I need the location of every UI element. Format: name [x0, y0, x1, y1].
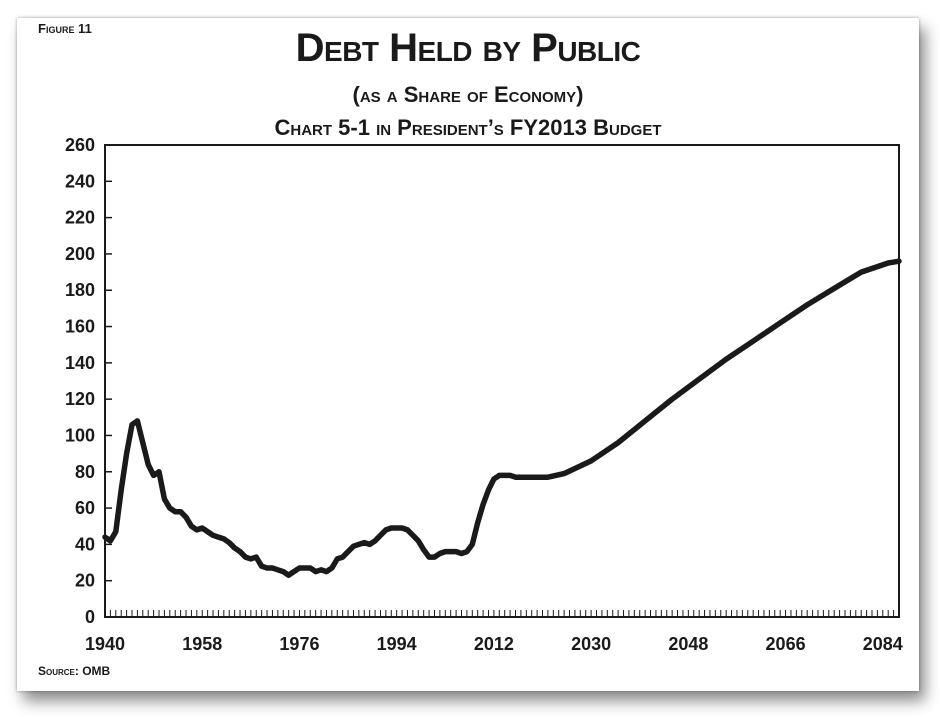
y-tick-label: 180: [65, 280, 95, 300]
y-tick-label: 20: [75, 571, 95, 591]
x-tick-label: 2048: [668, 634, 708, 654]
y-tick-label: 40: [75, 534, 95, 554]
y-tick-label: 220: [65, 208, 95, 228]
chart-subtitle: (as a Share of Economy): [352, 82, 584, 107]
x-tick-label: 2084: [863, 634, 903, 654]
y-tick-label: 120: [65, 389, 95, 409]
source-note: Source: OMB: [38, 664, 111, 678]
chart-subtitle-2: Chart 5-1 in President’s FY2013 Budget: [274, 115, 662, 140]
x-tick-label: 1958: [182, 634, 222, 654]
y-tick-label: 100: [65, 425, 95, 445]
chart-card: Figure 11 Debt Held by Public (as a Shar…: [17, 18, 919, 691]
plot-frame: [104, 144, 900, 618]
series-line: [102, 258, 902, 578]
x-tick-label: 1994: [377, 634, 417, 654]
figure-label: Figure 11: [38, 21, 92, 36]
x-tick-label: 1940: [85, 634, 125, 654]
y-tick-label: 200: [65, 244, 95, 264]
y-tick-label: 0: [85, 607, 95, 627]
x-tick-label: 1976: [279, 634, 319, 654]
x-tick-label: 2066: [766, 634, 806, 654]
x-tick-label: 2030: [571, 634, 611, 654]
y-tick-label: 160: [65, 317, 95, 337]
y-tick-label: 140: [65, 353, 95, 373]
y-tick-label: 80: [75, 462, 95, 482]
x-tick-label: 2012: [474, 634, 514, 654]
y-tick-label: 60: [75, 498, 95, 518]
y-tick-label: 260: [65, 135, 95, 155]
chart-title: Debt Held by Public: [295, 26, 641, 70]
y-tick-label: 240: [65, 171, 95, 191]
